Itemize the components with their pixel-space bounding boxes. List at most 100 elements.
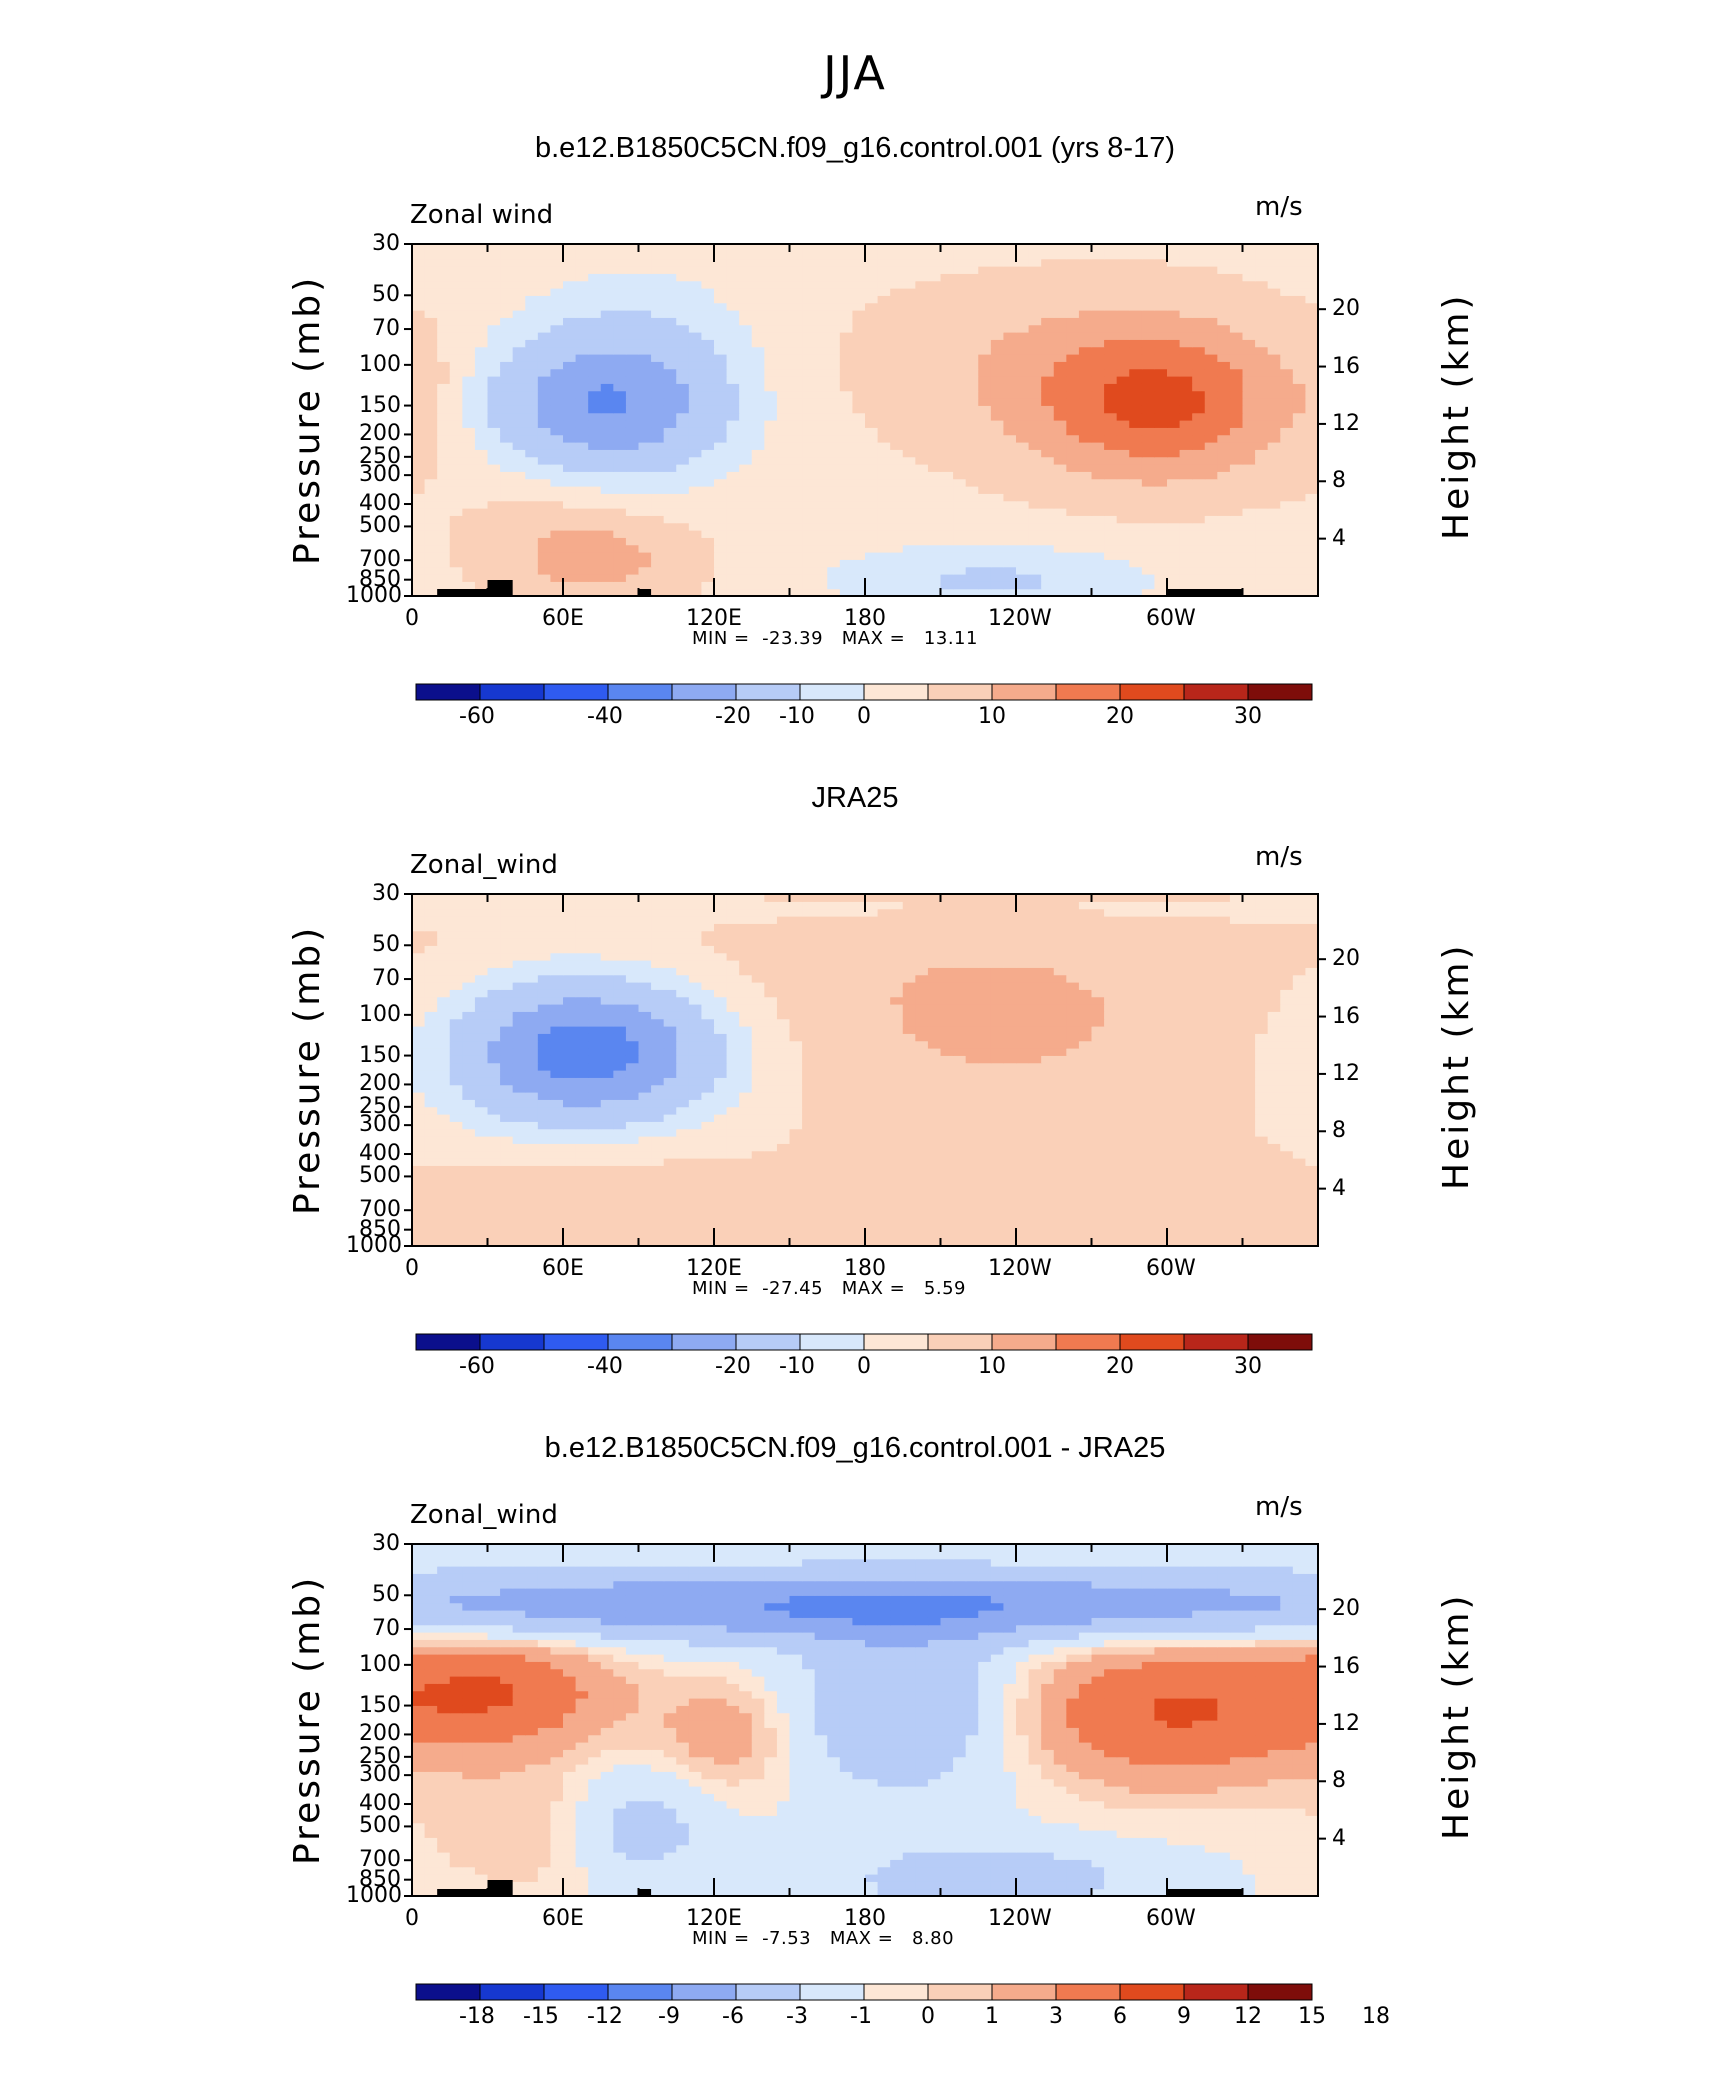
heatmap-cell (726, 251, 740, 260)
heatmap-cell (500, 317, 514, 326)
heatmap-cell (563, 310, 577, 318)
heatmap-cell (865, 478, 879, 487)
heatmap-cell (525, 302, 539, 311)
heatmap-cell (927, 471, 942, 480)
heatmap-cell (1141, 1121, 1156, 1130)
heatmap-cell (474, 1224, 489, 1232)
heatmap-cell (525, 1180, 539, 1188)
heatmap-cell (1104, 515, 1118, 524)
heatmap-cell (1255, 251, 1269, 260)
heatmap-cell (1217, 1106, 1231, 1115)
heatmap-cell (1003, 530, 1017, 538)
heatmap-cell (751, 302, 765, 311)
heatmap-cell (1091, 361, 1105, 370)
heatmap-cell (688, 368, 703, 377)
heatmap-cell (1217, 280, 1231, 289)
heatmap-cell (1229, 566, 1244, 575)
heatmap-cell (688, 1216, 703, 1225)
heatmap-cell (726, 449, 740, 458)
heatmap-cell (927, 273, 942, 282)
heatmap-cell (827, 537, 841, 546)
heatmap-cell (487, 1150, 501, 1159)
heatmap-cell (940, 302, 954, 311)
heatmap-cell (1179, 574, 1193, 582)
heatmap-cell (1192, 1216, 1206, 1225)
heatmap-cell (1154, 508, 1168, 516)
heatmap-cell (500, 412, 514, 421)
heatmap-cell (1116, 1165, 1130, 1174)
heatmap-cell (638, 552, 652, 560)
heatmap-cell (1229, 581, 1244, 590)
heatmap-cell (600, 566, 614, 575)
heatmap-cell (776, 456, 791, 465)
heatmap-cell (462, 354, 476, 362)
heatmap-cell (1229, 1114, 1244, 1122)
heatmap-cell (412, 1158, 426, 1166)
heatmap-cell (1292, 266, 1307, 274)
heatmap-cell (1028, 434, 1042, 443)
heatmap-cell (676, 420, 690, 428)
heatmap-cell (600, 1224, 614, 1232)
heatmap-cell (1229, 1106, 1244, 1115)
heatmap-cell (839, 1143, 854, 1152)
heatmap-cell (412, 266, 426, 274)
heatmap-cell (890, 1114, 904, 1122)
heatmap-cell (537, 486, 552, 494)
heatmap-cell (726, 295, 740, 304)
heatmap-cell (915, 434, 929, 443)
heatmap-cell (701, 1099, 715, 1108)
heatmap-cell (525, 493, 539, 502)
heatmap-cell (751, 251, 765, 260)
heatmap-cell (1192, 317, 1206, 326)
heatmap-cell (575, 449, 589, 458)
heatmap-cell (525, 566, 539, 575)
heatmap-cell (953, 1128, 967, 1137)
heatmap-cell (449, 1114, 463, 1122)
heatmap-cell (1078, 1194, 1093, 1203)
heatmap-cell (537, 574, 552, 582)
heatmap-cell (814, 434, 828, 443)
heatmap-cell (1003, 376, 1017, 384)
heatmap-cell (1192, 574, 1206, 582)
heatmap-cell (764, 588, 778, 597)
heatmap-cell (1053, 332, 1067, 340)
heatmap-cell (1167, 376, 1181, 384)
heatmap-cell (588, 1150, 602, 1159)
heatmap-cell (638, 1224, 652, 1232)
heatmap-cell (739, 464, 753, 472)
heatmap-cell (512, 251, 526, 260)
heatmap-cell (625, 1136, 640, 1144)
heatmap-cell (839, 493, 854, 502)
heatmap-cell (1091, 1121, 1105, 1130)
heatmap-cell (1267, 420, 1281, 428)
heatmap-cell (1016, 1224, 1030, 1232)
heatmap-cell (978, 1143, 992, 1152)
heatmap-cell (865, 500, 879, 509)
heatmap-cell (449, 581, 463, 590)
heatmap-cell (676, 280, 690, 289)
heatmap-cell (613, 1136, 627, 1144)
heatmap-cell (512, 258, 526, 267)
heatmap-cell (1041, 368, 1055, 377)
heatmap-cell (1217, 1231, 1231, 1240)
heatmap-cell (1179, 1106, 1193, 1115)
heatmap-cell (1255, 1121, 1269, 1130)
heatmap-cell (1053, 493, 1067, 502)
heatmap-cell (827, 288, 841, 296)
heatmap-cell (676, 354, 690, 362)
heatmap-cell (827, 552, 841, 560)
heatmap-cell (726, 552, 740, 560)
heatmap-cell (1041, 1136, 1055, 1144)
heatmap-cell (638, 361, 652, 370)
heatmap-cell (474, 530, 489, 538)
heatmap-cell (839, 361, 854, 370)
heatmap-cell (1167, 339, 1181, 348)
heatmap-cell (789, 1209, 803, 1218)
heatmap-cell (588, 398, 602, 406)
heatmap-cell (638, 354, 652, 362)
heatmap-cell (1154, 1180, 1168, 1188)
heatmap-cell (1280, 434, 1294, 443)
heatmap-cell (701, 1114, 715, 1122)
heatmap-cell (613, 332, 627, 340)
heatmap-cell (1204, 376, 1218, 384)
